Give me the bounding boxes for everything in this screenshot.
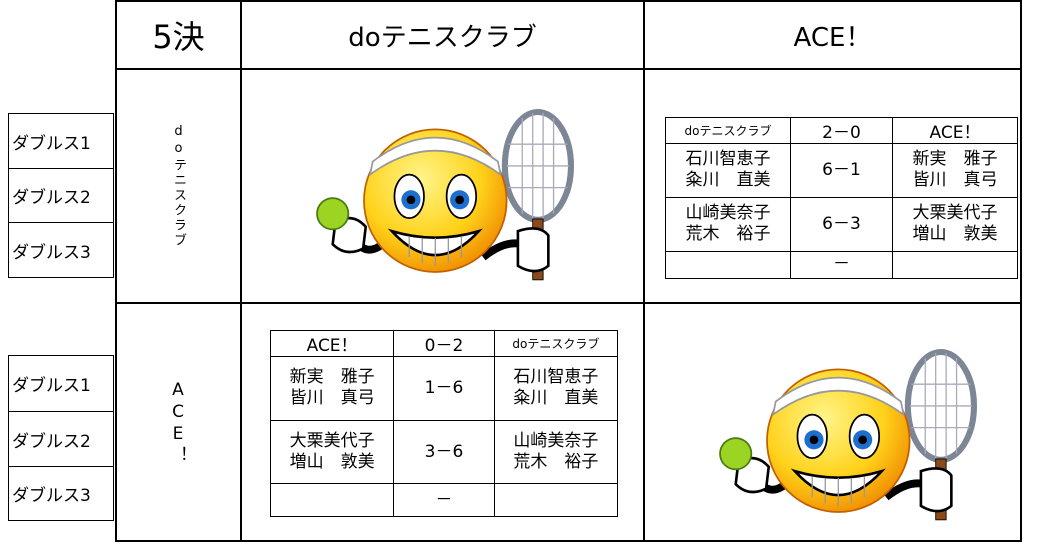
player-cell: 石川智恵子 粂川 直美 [493,356,619,421]
player-cell: 山崎美奈子 荒木 裕子 [493,419,619,485]
score: 3－6 [424,441,464,462]
team-cell: ACE！ [115,302,242,542]
score-cell: － [789,250,894,279]
player-cell [269,483,395,517]
score-row: 山崎美奈子 荒木 裕子 6－3 大栗美代子 増山 敦美 [665,196,1018,252]
player-cell: 大栗美代子 増山 敦美 [269,419,395,485]
player-name: 増山 敦美 [912,224,998,245]
score: － [435,489,453,510]
player-cell: 石川智恵子 粂川 直美 [665,143,791,198]
player-name: 荒木 裕子 [685,224,771,245]
player-cell: 新実 雅子 皆川 真弓 [269,356,395,421]
match-label: ダブルス2 [8,411,114,467]
score-cell: 3－6 [393,419,495,485]
score-row: － [665,250,1018,279]
player-name: 皆川 真弓 [289,388,375,409]
player-name: 石川智恵子 [685,149,771,170]
team-header: doテニスクラブ [240,0,645,70]
player-cell [493,483,619,517]
score-cell: 6－3 [789,196,894,252]
player-name: 新実 雅子 [912,149,998,170]
player-name: 大栗美代子 [912,203,998,224]
player-name: 大栗美代子 [289,431,375,452]
score-table: ACE！ 0－2 doテニスクラブ 新実 雅子 皆川 真弓 1－6 石川智恵子 粂川 直美 大栗… [269,330,619,517]
match-label: ダブルス3 [8,222,114,278]
player-name: 荒木 裕子 [513,452,599,473]
score: 6－1 [822,159,861,180]
player-name: 粂川 直美 [685,170,771,191]
header-cell: ACE！ [269,330,395,357]
player-cell [892,250,1018,279]
score: 1－6 [424,377,464,398]
player-cell [665,250,791,279]
player-name: 増山 敦美 [289,452,375,473]
score-row: 石川智恵子 粂川 直美 6－1 新実 雅子 皆川 真弓 [665,143,1018,198]
header-row: ACE！ 0－2 doテニスクラブ [269,330,619,357]
smiley-image [707,332,987,532]
score-row: － [269,483,619,517]
round-title: 5決 [115,0,242,70]
player-cell: 山崎美奈子 荒木 裕子 [665,196,791,252]
header-cell: 2－0 [789,117,894,144]
header-cell: doテニスクラブ [493,330,619,357]
team-name: ACE！ [168,379,188,465]
player-name: 山崎美奈子 [685,203,771,224]
player-name: 皆川 真弓 [912,170,998,191]
match-label: ダブルス2 [8,168,114,223]
score-cell: 1－6 [393,356,495,421]
match-label: ダブルス3 [8,466,114,521]
smiley-image [304,92,584,292]
score-table: doテニスクラブ 2－0 ACE！ 石川智恵子 粂川 直美 6－1 新実 雅子 皆川 真弓 山崎… [665,117,1018,279]
score-cell: 6－1 [789,143,894,198]
player-name: 新実 雅子 [289,367,375,388]
score: － [832,254,850,275]
match-label: ダブルス1 [8,113,114,169]
header-cell: ACE！ [892,117,1018,144]
score-row: 新実 雅子 皆川 真弓 1－6 石川智恵子 粂川 直美 [269,356,619,421]
team-cell: doテニスクラブ [115,68,242,304]
player-cell: 新実 雅子 皆川 真弓 [892,143,1018,198]
score-row: 大栗美代子 増山 敦美 3－6 山崎美奈子 荒木 裕子 [269,419,619,485]
header-cell: 0－2 [393,330,495,357]
header-cell: doテニスクラブ [665,117,791,144]
player-cell: 大栗美代子 増山 敦美 [892,196,1018,252]
team-header: ACE！ [643,0,1022,70]
score: 6－3 [822,213,861,234]
player-name: 粂川 直美 [513,388,599,409]
player-name: 石川智恵子 [513,367,599,388]
player-name: 山崎美奈子 [513,431,599,452]
match-label: ダブルス1 [8,355,114,412]
image-cell [240,68,645,304]
score-cell: － [393,483,495,517]
image-cell [643,302,1022,542]
team-name: doテニスクラブ [171,124,186,248]
header-row: doテニスクラブ 2－0 ACE！ [665,117,1018,144]
